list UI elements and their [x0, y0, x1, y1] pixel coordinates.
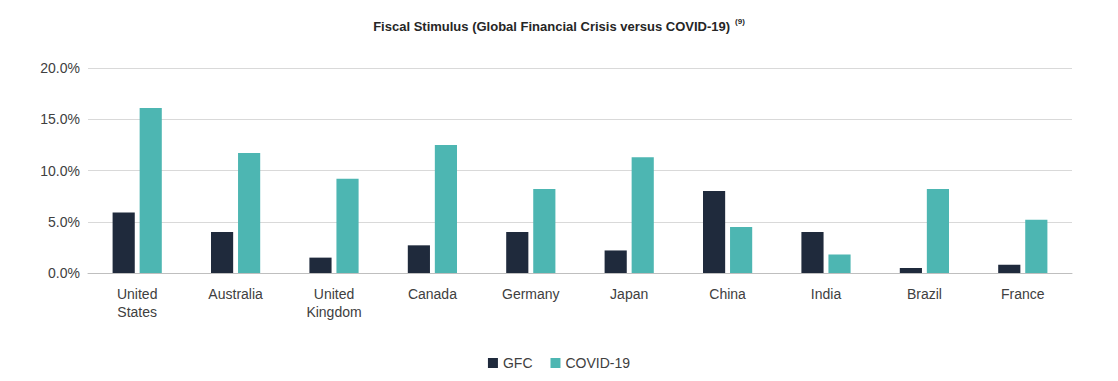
- svg-text:20.0%: 20.0%: [40, 60, 80, 76]
- svg-text:Brazil: Brazil: [907, 286, 942, 302]
- svg-text:Australia: Australia: [208, 286, 263, 302]
- svg-text:Fiscal Stimulus (Global Financ: Fiscal Stimulus (Global Financial Crisis…: [373, 19, 730, 34]
- svg-text:COVID-19: COVID-19: [565, 355, 630, 371]
- svg-text:India: India: [811, 286, 842, 302]
- svg-text:GFC: GFC: [503, 355, 533, 371]
- svg-text:15.0%: 15.0%: [40, 111, 80, 127]
- svg-text:States: States: [117, 304, 157, 320]
- svg-text:0.0%: 0.0%: [48, 265, 80, 281]
- svg-text:5.0%: 5.0%: [48, 214, 80, 230]
- svg-text:Canada: Canada: [408, 286, 457, 302]
- svg-text:Japan: Japan: [610, 286, 648, 302]
- svg-text:China: China: [709, 286, 746, 302]
- svg-text:France: France: [1001, 286, 1045, 302]
- svg-text:(9): (9): [735, 17, 745, 26]
- svg-text:Kingdom: Kingdom: [306, 304, 361, 320]
- svg-text:United: United: [117, 286, 157, 302]
- svg-text:10.0%: 10.0%: [40, 163, 80, 179]
- svg-text:United: United: [314, 286, 354, 302]
- svg-text:Germany: Germany: [502, 286, 560, 302]
